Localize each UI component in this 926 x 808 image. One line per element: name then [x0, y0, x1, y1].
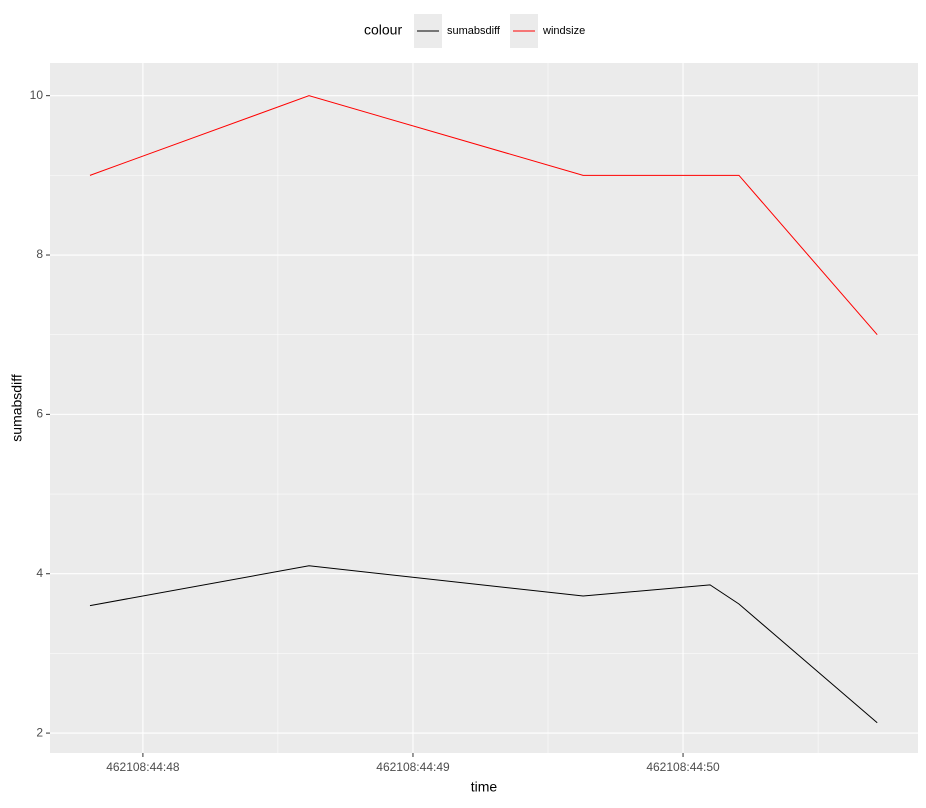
panel [50, 63, 918, 753]
y-tick-label: 4 [36, 566, 43, 580]
x-axis-title: time [471, 779, 498, 795]
series-line [89, 95, 878, 336]
y-tick-label: 2 [36, 725, 43, 739]
legend-title: colour [364, 22, 402, 38]
y-axis-title: sumabsdiff [9, 374, 25, 442]
legend-label: sumabsdiff [447, 25, 501, 37]
legend-label: windsize [542, 25, 585, 37]
x-tick-label: 462108:44:48 [106, 760, 180, 774]
x-tick-label: 462108:44:49 [376, 760, 450, 774]
y-tick-label: 10 [30, 88, 44, 102]
y-tick-label: 6 [36, 407, 43, 421]
y-tick-label: 8 [36, 247, 43, 261]
series-line [89, 565, 878, 724]
x-tick-label: 462108:44:50 [646, 760, 720, 774]
